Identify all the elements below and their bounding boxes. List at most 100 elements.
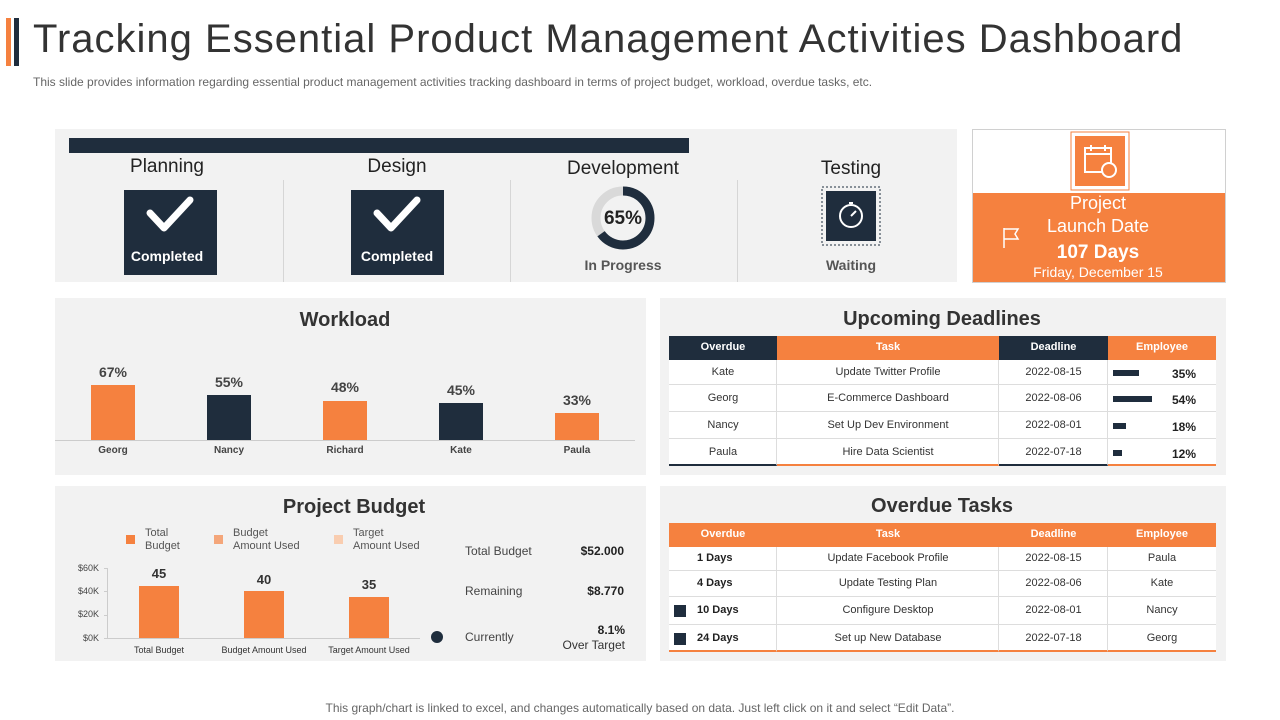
- flag-marker: [674, 605, 686, 617]
- launch-icon-frame: [1070, 131, 1130, 191]
- stage-icon: [351, 190, 444, 275]
- stat-value: $8.770: [587, 583, 624, 598]
- employee-label: 12%: [1171, 447, 1196, 462]
- stage-name: Planning: [130, 155, 204, 177]
- employee-bar: [1113, 395, 1153, 402]
- cell: [777, 547, 999, 571]
- value-label: 55%: [214, 373, 244, 390]
- header-cell: [999, 336, 1108, 360]
- cell: [1108, 625, 1216, 652]
- cell-text: 2022-07-18: [1025, 631, 1082, 644]
- header-cell: [1108, 336, 1216, 360]
- cell: [1108, 597, 1216, 625]
- cell: [777, 597, 999, 625]
- legend-swatch: [334, 535, 343, 544]
- y-tick: [104, 591, 107, 593]
- axis-line: [107, 568, 108, 639]
- y-tick: [104, 568, 107, 569]
- launch-title: Launch Date: [1046, 216, 1150, 237]
- cell: [999, 385, 1108, 412]
- bar: [139, 585, 179, 638]
- column-header: Overdue: [700, 341, 746, 354]
- cell: [999, 439, 1108, 466]
- y-tick-label: $40K: [77, 585, 99, 596]
- cell: [999, 625, 1108, 652]
- cell: [1108, 571, 1216, 597]
- bar: [439, 403, 483, 440]
- axis-line: [107, 638, 420, 639]
- cell-text: Update Facebook Profile: [827, 552, 949, 565]
- stage-status: Waiting: [825, 256, 877, 273]
- stage-name: Development: [567, 157, 679, 179]
- accent-bar: [6, 18, 11, 66]
- flag-icon: [1003, 228, 1020, 248]
- cell: [1108, 547, 1216, 571]
- cell-text: Configure Desktop: [842, 604, 934, 617]
- cell-text: Nancy: [1146, 604, 1178, 617]
- column-header: Deadline: [1030, 341, 1077, 354]
- employee-label: 18%: [1171, 420, 1196, 435]
- stat-label: Total Budget: [465, 543, 532, 558]
- cell-text: Nancy: [707, 418, 739, 431]
- value-label: 35: [361, 577, 377, 593]
- stat-label: Remaining: [465, 583, 523, 598]
- panel-title: Overdue Tasks: [871, 495, 1013, 517]
- legend-swatch: [214, 535, 223, 544]
- bar: [244, 591, 284, 638]
- employee-label: 54%: [1171, 393, 1196, 408]
- cell-text: Update Twitter Profile: [835, 365, 941, 378]
- check-icon: [146, 196, 194, 232]
- stat-label: Currently: [465, 629, 514, 644]
- cell: [777, 439, 999, 466]
- cell: [777, 385, 999, 412]
- cell-text: Paula: [1147, 552, 1177, 565]
- x-tick-label: Budget Amount Used: [221, 644, 307, 655]
- cell: [777, 360, 999, 385]
- stage-name: Design: [367, 155, 427, 177]
- progress-bar: [69, 138, 689, 153]
- launch-icon: [1075, 136, 1125, 186]
- column-header: Overdue: [700, 528, 746, 541]
- y-tick-label: $0K: [82, 632, 99, 643]
- x-tick-label: Total Budget: [133, 644, 185, 655]
- cell-text: Kate: [1150, 577, 1174, 590]
- calendar-icon: [1101, 162, 1117, 178]
- bar: [207, 394, 251, 440]
- cell-text: 2022-08-01: [1025, 418, 1082, 431]
- header-cell: [1108, 523, 1216, 547]
- cell-text: Set up New Database: [834, 631, 942, 644]
- cell-text: 1 Days: [697, 552, 733, 565]
- launch-band: [973, 193, 1225, 282]
- stat-note: Over Target: [562, 637, 625, 652]
- donut-label: 65%: [603, 207, 643, 229]
- title: Tracking Essential Product Management Ac…: [33, 17, 1184, 61]
- cell-text: Georg: [1146, 631, 1178, 644]
- x-tick-label: Paula: [563, 445, 591, 456]
- column-header: Employee: [1136, 528, 1188, 541]
- bar: [323, 400, 367, 440]
- cell: [669, 625, 777, 652]
- divider: [737, 180, 738, 282]
- calendar-icon: [1085, 145, 1111, 155]
- x-tick-label: Richard: [326, 445, 364, 456]
- cell-text: Georg: [707, 391, 739, 404]
- cell-text: 10 Days: [697, 604, 739, 617]
- flag-marker: [674, 632, 686, 645]
- cell: [669, 597, 777, 625]
- y-tick-label: $20K: [77, 609, 99, 620]
- value-label: 45%: [446, 381, 476, 398]
- cell: [999, 571, 1108, 597]
- cell: [999, 597, 1108, 625]
- cell-text: 2022-08-15: [1025, 552, 1082, 565]
- panel-title: Upcoming Deadlines: [843, 308, 1041, 330]
- employee-bar: [1113, 369, 1139, 376]
- cell-text: 4 Days: [697, 577, 733, 590]
- cell: [777, 412, 999, 439]
- stage-status: Completed: [130, 247, 204, 264]
- legend-label: Budget Amount Used: [233, 527, 300, 552]
- cell: [999, 360, 1108, 385]
- x-tick-label: Kate: [450, 445, 472, 456]
- cell-text: 2022-07-18: [1025, 445, 1082, 458]
- divider: [283, 180, 284, 282]
